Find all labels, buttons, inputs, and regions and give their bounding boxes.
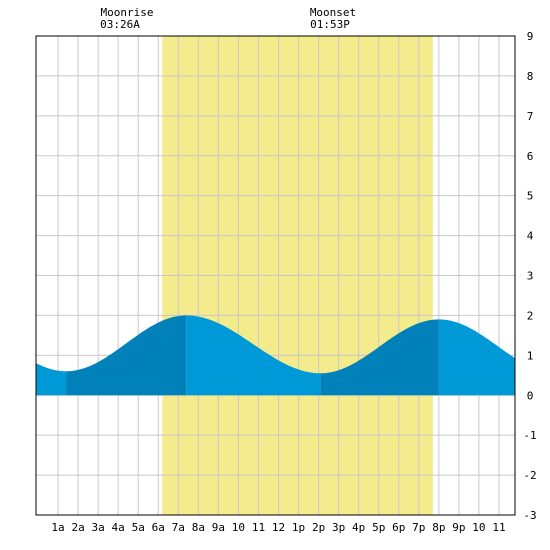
x-tick-label-4: 5a [132,521,145,534]
y-tick-label-2: -1 [523,429,536,442]
y-tick-label-4: 1 [527,349,534,362]
y-tick-label-7: 4 [527,230,534,243]
tide-area-segment-1 [66,315,187,396]
grid-layer [36,35,515,516]
x-tick-label-19: 8p [432,521,445,534]
x-tick-label-21: 10 [472,521,485,534]
tide-area-layer [36,315,515,396]
y-tick-label-3: 0 [527,389,534,402]
y-tick-label-6: 3 [527,270,534,283]
plot-frame [35,35,516,516]
y-tick-label-0: -3 [523,509,536,522]
x-tick-label-14: 3p [332,521,345,534]
y-tick-label-9: 6 [527,150,534,163]
moonset-time: 01:53P [310,18,350,31]
y-tick-label-12: 9 [527,30,534,43]
x-tick-label-17: 6p [392,521,405,534]
x-tick-label-22: 11 [492,521,505,534]
y-tick-labels: -3 -2 -1 0 1 2 3 4 5 6 7 8 9 [523,30,536,522]
x-tick-label-10: 11 [252,521,265,534]
moonrise-title: Moonrise [101,6,154,19]
x-tick-label-6: 7a [172,521,185,534]
x-tick-label-8: 9a [212,521,225,534]
y-tick-label-11: 8 [527,70,534,83]
tide-area-segment-2 [186,315,321,396]
x-tick-label-9: 10 [232,521,245,534]
x-tick-labels: 1a 2a 3a 4a 5a 6a 7a 8a 9a 10 11 12 1p 2p 3p 4p 5p 6p 7p 8p… [51,521,505,534]
x-tick-label-13: 2p [312,521,325,534]
y-tick-label-8: 5 [527,190,534,203]
x-tick-label-2: 3a [92,521,105,534]
x-tick-label-1: 2a [71,521,84,534]
tide-area-segment-3 [320,319,439,396]
x-tick-label-12: 1p [292,521,305,534]
x-tick-label-7: 8a [192,521,205,534]
tide-area-segment-4 [438,319,515,396]
y-tick-label-5: 2 [527,309,534,322]
x-tick-label-3: 4a [112,521,125,534]
x-tick-label-15: 4p [352,521,365,534]
moonset-title: Moonset [310,6,356,19]
tide-area-segment-0 [36,363,67,396]
x-tick-label-16: 5p [372,521,385,534]
x-tick-label-0: 1a [51,521,64,534]
x-tick-label-20: 9p [452,521,465,534]
x-tick-label-5: 6a [152,521,165,534]
x-tick-label-18: 7p [412,521,425,534]
moonrise-time: 03:26A [100,18,140,31]
x-tick-label-11: 12 [272,521,285,534]
y-tick-label-10: 7 [527,110,534,123]
y-tick-label-1: -2 [523,469,536,482]
